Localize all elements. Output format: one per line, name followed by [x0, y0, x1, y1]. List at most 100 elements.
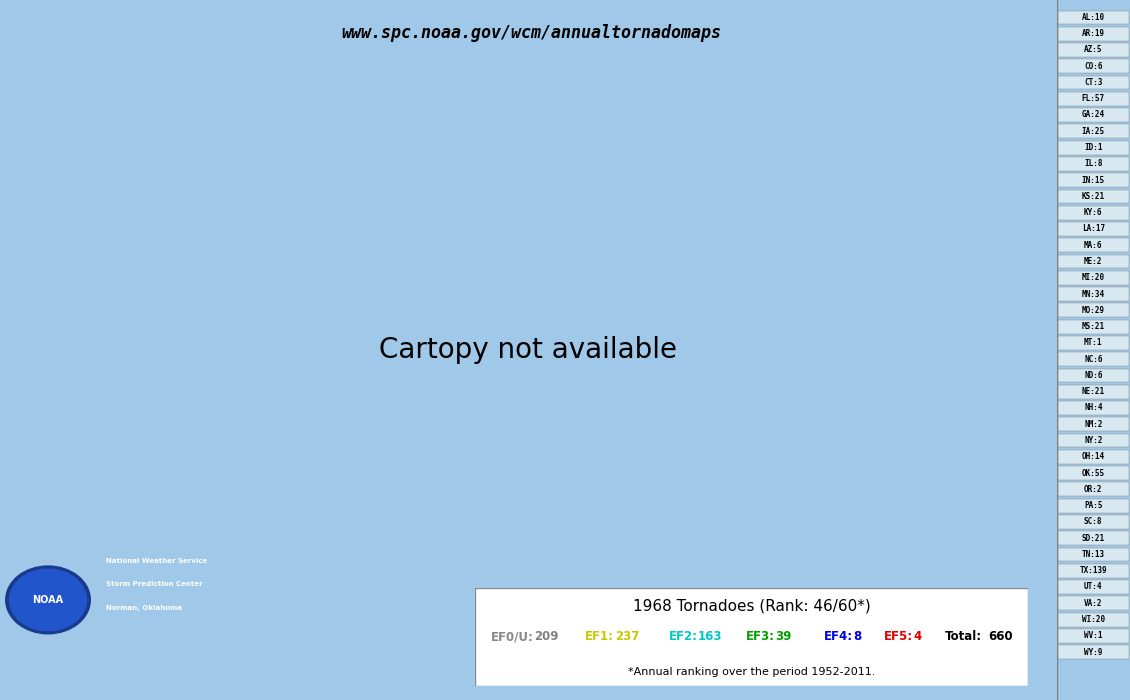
Text: 163: 163	[697, 631, 722, 643]
Text: 237: 237	[615, 631, 640, 643]
Text: SD:21: SD:21	[1081, 533, 1105, 542]
Text: WI:20: WI:20	[1081, 615, 1105, 624]
FancyBboxPatch shape	[1058, 450, 1129, 464]
FancyBboxPatch shape	[1058, 238, 1129, 252]
FancyBboxPatch shape	[1058, 580, 1129, 594]
Text: ME:2: ME:2	[1084, 257, 1103, 266]
Circle shape	[9, 569, 87, 631]
Text: *Annual ranking over the period 1952-2011.: *Annual ranking over the period 1952-201…	[628, 667, 875, 678]
FancyBboxPatch shape	[1058, 482, 1129, 496]
FancyBboxPatch shape	[1058, 466, 1129, 480]
FancyBboxPatch shape	[1058, 531, 1129, 545]
FancyBboxPatch shape	[1058, 76, 1129, 90]
Text: PA:5: PA:5	[1084, 501, 1103, 510]
FancyBboxPatch shape	[1058, 417, 1129, 431]
FancyBboxPatch shape	[1058, 271, 1129, 285]
Text: MS:21: MS:21	[1081, 322, 1105, 331]
Text: MI:20: MI:20	[1081, 273, 1105, 282]
FancyBboxPatch shape	[1058, 190, 1129, 204]
FancyBboxPatch shape	[1058, 60, 1129, 74]
FancyBboxPatch shape	[1058, 336, 1129, 350]
Text: Storm Prediction Center: Storm Prediction Center	[106, 582, 202, 587]
FancyBboxPatch shape	[1058, 157, 1129, 171]
FancyBboxPatch shape	[1058, 43, 1129, 57]
Text: AR:19: AR:19	[1081, 29, 1105, 38]
Text: EF0/U:: EF0/U:	[492, 631, 534, 643]
FancyBboxPatch shape	[1058, 222, 1129, 236]
Text: 209: 209	[533, 631, 558, 643]
Text: IN:15: IN:15	[1081, 176, 1105, 185]
Text: TX:139: TX:139	[1079, 566, 1107, 575]
Text: VA:2: VA:2	[1084, 598, 1103, 608]
Text: NOAA: NOAA	[33, 595, 63, 605]
FancyBboxPatch shape	[1058, 287, 1129, 301]
FancyBboxPatch shape	[1058, 10, 1129, 25]
Text: FL:57: FL:57	[1081, 94, 1105, 103]
Text: MT:1: MT:1	[1084, 338, 1103, 347]
FancyBboxPatch shape	[1058, 564, 1129, 578]
FancyBboxPatch shape	[1058, 629, 1129, 643]
Text: NC:6: NC:6	[1084, 355, 1103, 363]
Text: OR:2: OR:2	[1084, 485, 1103, 494]
Text: OK:55: OK:55	[1081, 468, 1105, 477]
FancyBboxPatch shape	[1058, 27, 1129, 41]
Text: NH:4: NH:4	[1084, 403, 1103, 412]
Text: WV:1: WV:1	[1084, 631, 1103, 640]
FancyBboxPatch shape	[1058, 352, 1129, 366]
Text: Norman, Oklahoma: Norman, Oklahoma	[106, 605, 182, 610]
Text: KY:6: KY:6	[1084, 208, 1103, 217]
Text: ID:1: ID:1	[1084, 143, 1103, 152]
Text: MA:6: MA:6	[1084, 241, 1103, 250]
Text: LA:17: LA:17	[1081, 225, 1105, 233]
Text: www.spc.noaa.gov/wcm/annualtornadomaps: www.spc.noaa.gov/wcm/annualtornadomaps	[341, 25, 721, 43]
Text: NY:2: NY:2	[1084, 436, 1103, 445]
FancyBboxPatch shape	[1058, 141, 1129, 155]
Text: 1968 Tornadoes (Rank: 46/60*): 1968 Tornadoes (Rank: 46/60*)	[633, 598, 870, 613]
Text: MO:29: MO:29	[1081, 306, 1105, 315]
FancyBboxPatch shape	[1058, 108, 1129, 122]
Text: NM:2: NM:2	[1084, 420, 1103, 428]
Text: TN:13: TN:13	[1081, 550, 1105, 559]
Text: IA:25: IA:25	[1081, 127, 1105, 136]
Text: Cartopy not available: Cartopy not available	[380, 336, 677, 364]
FancyBboxPatch shape	[1058, 368, 1129, 382]
Text: NE:21: NE:21	[1081, 387, 1105, 396]
Text: Total:: Total:	[945, 631, 982, 643]
Text: OH:14: OH:14	[1081, 452, 1105, 461]
FancyBboxPatch shape	[1058, 92, 1129, 106]
FancyBboxPatch shape	[1058, 434, 1129, 447]
Text: National Weather Service: National Weather Service	[106, 559, 207, 564]
Text: 39: 39	[775, 631, 792, 643]
FancyBboxPatch shape	[1058, 498, 1129, 512]
Text: CT:3: CT:3	[1084, 78, 1103, 87]
FancyBboxPatch shape	[1058, 320, 1129, 334]
Text: AZ:5: AZ:5	[1084, 46, 1103, 55]
Text: MN:34: MN:34	[1081, 290, 1105, 298]
Text: EF3:: EF3:	[746, 631, 775, 643]
Text: EF5:: EF5:	[885, 631, 913, 643]
Text: IL:8: IL:8	[1084, 160, 1103, 168]
FancyBboxPatch shape	[1058, 174, 1129, 187]
Text: KS:21: KS:21	[1081, 192, 1105, 201]
Circle shape	[6, 566, 90, 634]
Text: UT:4: UT:4	[1084, 582, 1103, 592]
Text: EF4:: EF4:	[824, 631, 852, 643]
FancyBboxPatch shape	[1058, 255, 1129, 269]
FancyBboxPatch shape	[475, 588, 1028, 686]
FancyBboxPatch shape	[1058, 385, 1129, 399]
Text: 660: 660	[988, 631, 1012, 643]
Text: SC:8: SC:8	[1084, 517, 1103, 526]
FancyBboxPatch shape	[1058, 125, 1129, 139]
Text: ND:6: ND:6	[1084, 371, 1103, 380]
Text: EF2:: EF2:	[669, 631, 697, 643]
Text: 4: 4	[914, 631, 922, 643]
FancyBboxPatch shape	[1058, 515, 1129, 529]
Text: WY:9: WY:9	[1084, 648, 1103, 657]
Text: GA:24: GA:24	[1081, 111, 1105, 120]
FancyBboxPatch shape	[1058, 547, 1129, 561]
Text: AL:10: AL:10	[1081, 13, 1105, 22]
FancyBboxPatch shape	[1058, 612, 1129, 626]
FancyBboxPatch shape	[1058, 304, 1129, 317]
FancyBboxPatch shape	[1058, 645, 1129, 659]
FancyBboxPatch shape	[1058, 401, 1129, 415]
